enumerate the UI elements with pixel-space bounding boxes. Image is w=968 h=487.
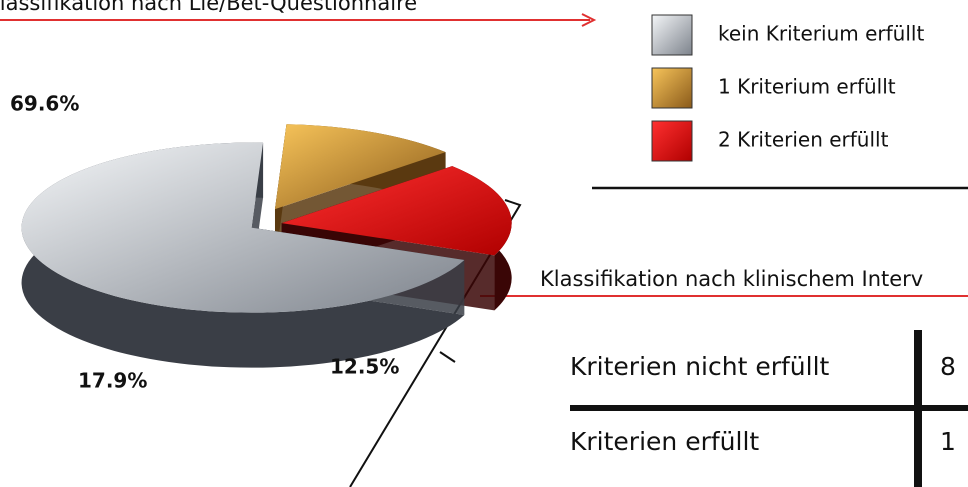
value-label: 69.6% <box>10 92 79 116</box>
table-cell: 8 <box>940 352 956 381</box>
slice <box>281 166 512 256</box>
value-label: 17.9% <box>78 369 147 393</box>
legend-swatch <box>651 14 693 56</box>
slice <box>274 124 446 210</box>
table-cell: 1 <box>940 427 956 456</box>
legend-label: kein Kriterium erfüllt <box>718 22 924 46</box>
bracket-tick <box>439 351 456 363</box>
chart-title: Klassifikation nach Lie/Bet-Questionnair… <box>0 0 417 15</box>
table-cell: Kriterien erfüllt <box>570 427 759 456</box>
legend-swatch <box>651 120 693 162</box>
slice <box>21 142 465 313</box>
arrow-head <box>581 13 597 27</box>
legend-label: 1 Kriterium erfüllt <box>718 75 896 99</box>
table-cell: Kriterien nicht erfüllt <box>570 352 830 381</box>
table-title: Klassifikation nach klinischem Interv <box>540 267 923 291</box>
bracket <box>349 199 522 487</box>
legend-swatch <box>651 67 693 109</box>
value-label: 12.5% <box>330 355 399 379</box>
legend-label: 2 Kriterien erfüllt <box>718 128 889 152</box>
